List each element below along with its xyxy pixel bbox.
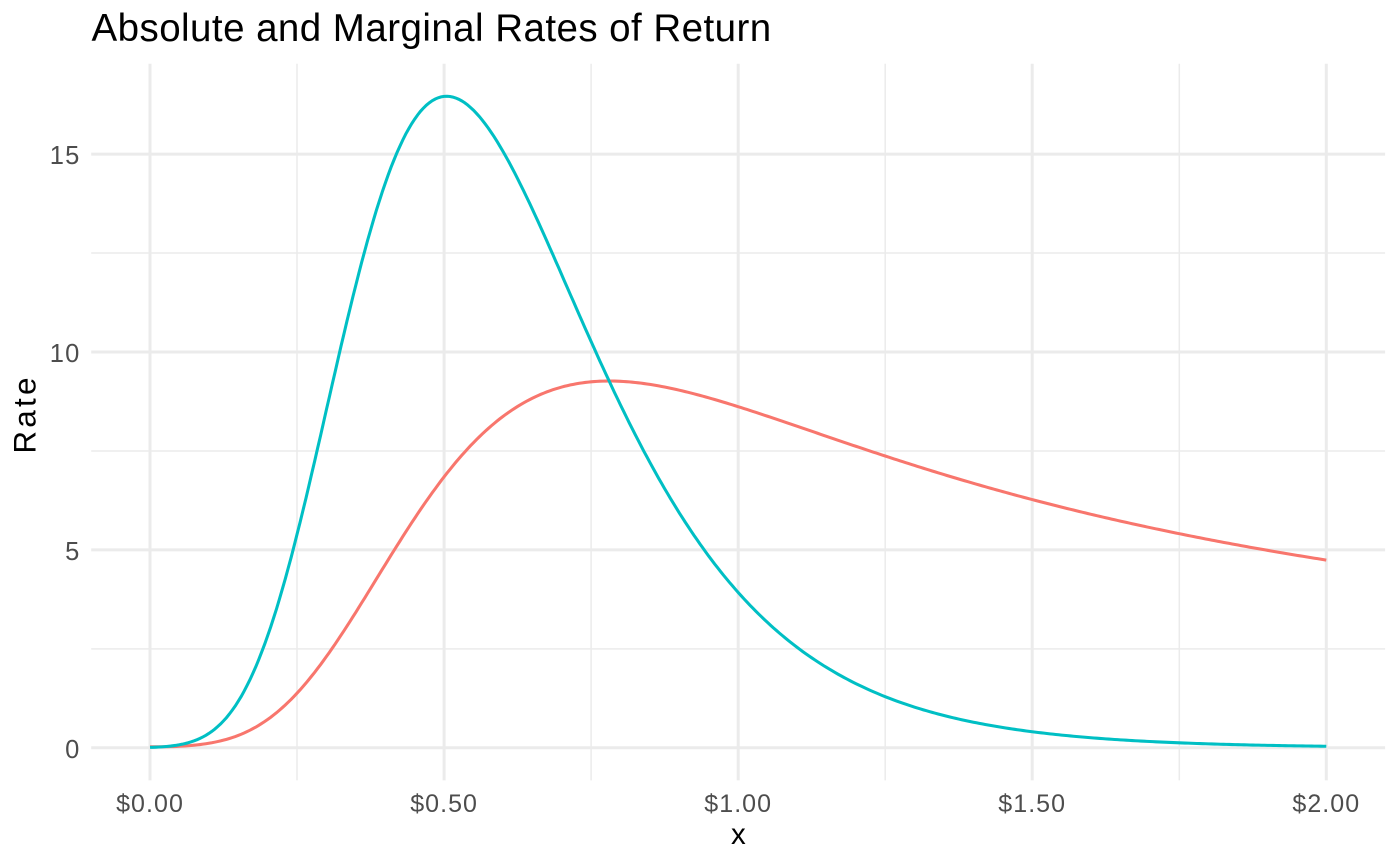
svg-text:x: x	[731, 818, 746, 851]
svg-text:$0.50: $0.50	[410, 790, 478, 818]
svg-text:$1.00: $1.00	[704, 790, 772, 818]
svg-text:5: 5	[65, 538, 80, 566]
svg-text:0: 0	[65, 736, 80, 764]
svg-text:Rate: Rate	[7, 374, 43, 453]
svg-text:15: 15	[50, 142, 81, 170]
svg-text:$1.50: $1.50	[998, 790, 1066, 818]
svg-text:Absolute and Marginal Rates of: Absolute and Marginal Rates of Return	[92, 7, 772, 50]
svg-text:10: 10	[50, 340, 81, 368]
svg-text:$2.00: $2.00	[1292, 790, 1360, 818]
svg-text:$0.00: $0.00	[116, 790, 184, 818]
